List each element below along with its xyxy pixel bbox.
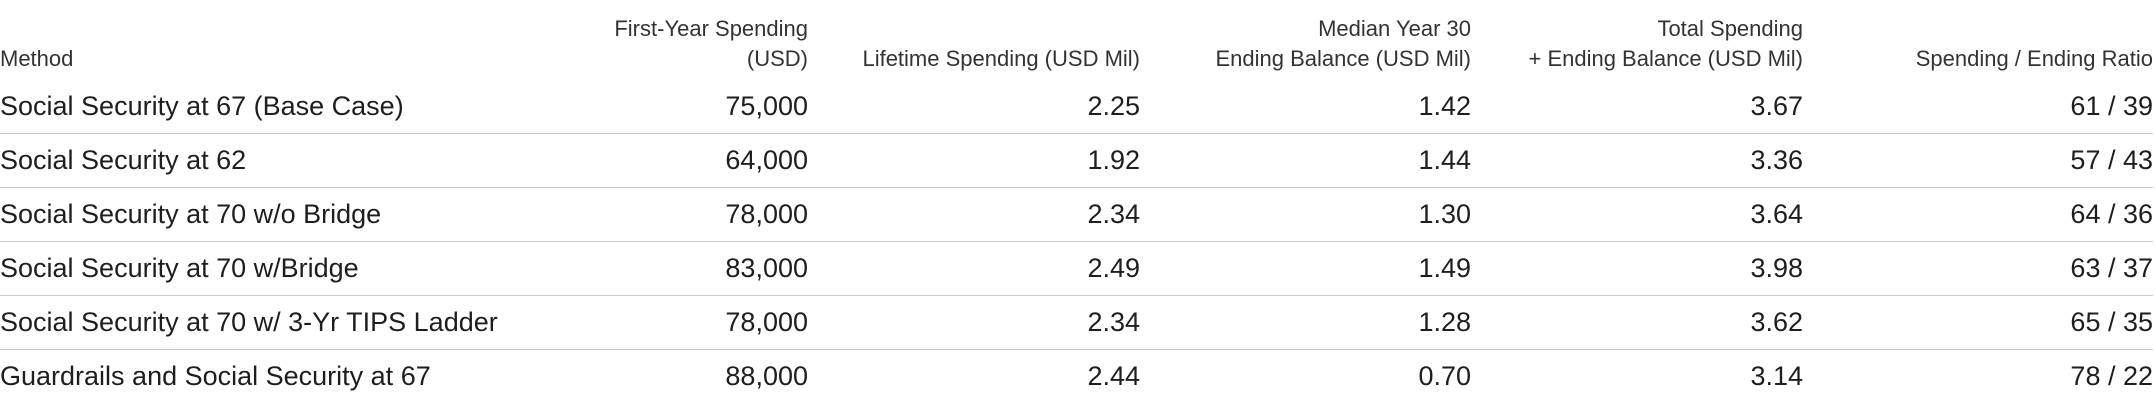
value-cell: 63 / 37 bbox=[1803, 241, 2153, 296]
value-cell: 1.28 bbox=[1140, 295, 1471, 350]
method-cell: Social Security at 67 (Base Case) bbox=[0, 91, 404, 121]
header-line: Spending / Ending Ratio bbox=[1915, 46, 2153, 71]
value-cell: 2.34 bbox=[808, 187, 1140, 242]
header-line: Method bbox=[0, 46, 74, 71]
value-cell: 88,000 bbox=[560, 349, 808, 403]
value-cell: 2.44 bbox=[808, 349, 1140, 403]
value-cell: 1.92 bbox=[808, 133, 1140, 188]
value-cell: 83,000 bbox=[560, 241, 808, 296]
method-cell: Guardrails and Social Security at 67 bbox=[0, 349, 560, 403]
value-cell: 78 / 22 bbox=[1803, 349, 2153, 403]
value-cell: 57 / 43 bbox=[1803, 133, 2153, 188]
value-cell: 3.14 bbox=[1471, 349, 1803, 403]
table-row: Social Security at 70 w/ 3-Yr TIPS Ladde… bbox=[0, 295, 2153, 350]
table-row: Guardrails and Social Security at 67 88,0… bbox=[0, 349, 2153, 403]
method-cell: Social Security at 62 bbox=[0, 133, 560, 188]
header-line: Lifetime Spending (USD Mil) bbox=[862, 46, 1140, 71]
value-cell: 1.44 bbox=[1140, 133, 1471, 188]
value-cell: 1.49 bbox=[1140, 241, 1471, 296]
value-cell: 64 / 36 bbox=[1803, 187, 2153, 242]
value-cell: 3.36 bbox=[1471, 133, 1803, 188]
value-cell: 3.67 bbox=[1750, 91, 1803, 121]
value-cell: 61 / 39 bbox=[2070, 91, 2153, 121]
method-cell: Social Security at 70 w/Bridge bbox=[0, 241, 560, 296]
value-cell: 2.25 bbox=[1087, 91, 1140, 121]
table-row: Social Security at 70 w/o Bridge 78,000 2.… bbox=[0, 187, 2153, 242]
value-cell: 3.62 bbox=[1471, 295, 1803, 350]
value-cell: 78,000 bbox=[560, 187, 808, 242]
value-cell: 0.70 bbox=[1140, 349, 1471, 403]
column-header: Spending / Ending Ratio bbox=[1803, 0, 2153, 80]
header-row: Method First-Year Spending (USD) Lifetime … bbox=[0, 0, 2153, 80]
header-line: Total Spending bbox=[1657, 16, 1803, 41]
value-cell: 65 / 35 bbox=[1803, 295, 2153, 350]
value-cell: 78,000 bbox=[560, 295, 808, 350]
header-line: Median Year 30 bbox=[1318, 16, 1471, 41]
value-cell: 75,000 bbox=[725, 91, 808, 121]
value-cell: 2.34 bbox=[808, 295, 1140, 350]
table-body: Social Security at 67 (Base Case) 75,000 2… bbox=[0, 80, 2153, 403]
table-row: Social Security at 70 w/Bridge 83,000 2.49… bbox=[0, 241, 2153, 296]
method-cell: Social Security at 70 w/o Bridge bbox=[0, 187, 560, 242]
value-cell: 3.64 bbox=[1471, 187, 1803, 242]
value-cell: 1.30 bbox=[1140, 187, 1471, 242]
column-header: First-Year Spending (USD) bbox=[560, 0, 808, 80]
table-row: Social Security at 67 (Base Case) 75,000 2… bbox=[0, 80, 2153, 134]
value-cell: 64,000 bbox=[560, 133, 808, 188]
column-header: Method bbox=[0, 0, 560, 80]
header-line: + Ending Balance (USD Mil) bbox=[1528, 46, 1803, 71]
value-cell: 3.98 bbox=[1471, 241, 1803, 296]
value-cell: 1.42 bbox=[1418, 91, 1471, 121]
header-line: Ending Balance (USD Mil) bbox=[1215, 46, 1471, 71]
column-header: Median Year 30 Ending Balance (USD Mil) bbox=[1140, 0, 1471, 80]
table-row: Social Security at 62 64,000 1.92 1.44 3.36 5… bbox=[0, 133, 2153, 188]
value-cell: 2.49 bbox=[808, 241, 1140, 296]
column-header: Lifetime Spending (USD Mil) bbox=[808, 0, 1140, 80]
header-line: First-Year Spending (USD) bbox=[614, 16, 808, 71]
column-header: Total Spending + Ending Balance (USD Mil) bbox=[1471, 0, 1803, 80]
method-cell: Social Security at 70 w/ 3-Yr TIPS Ladde… bbox=[0, 295, 560, 350]
